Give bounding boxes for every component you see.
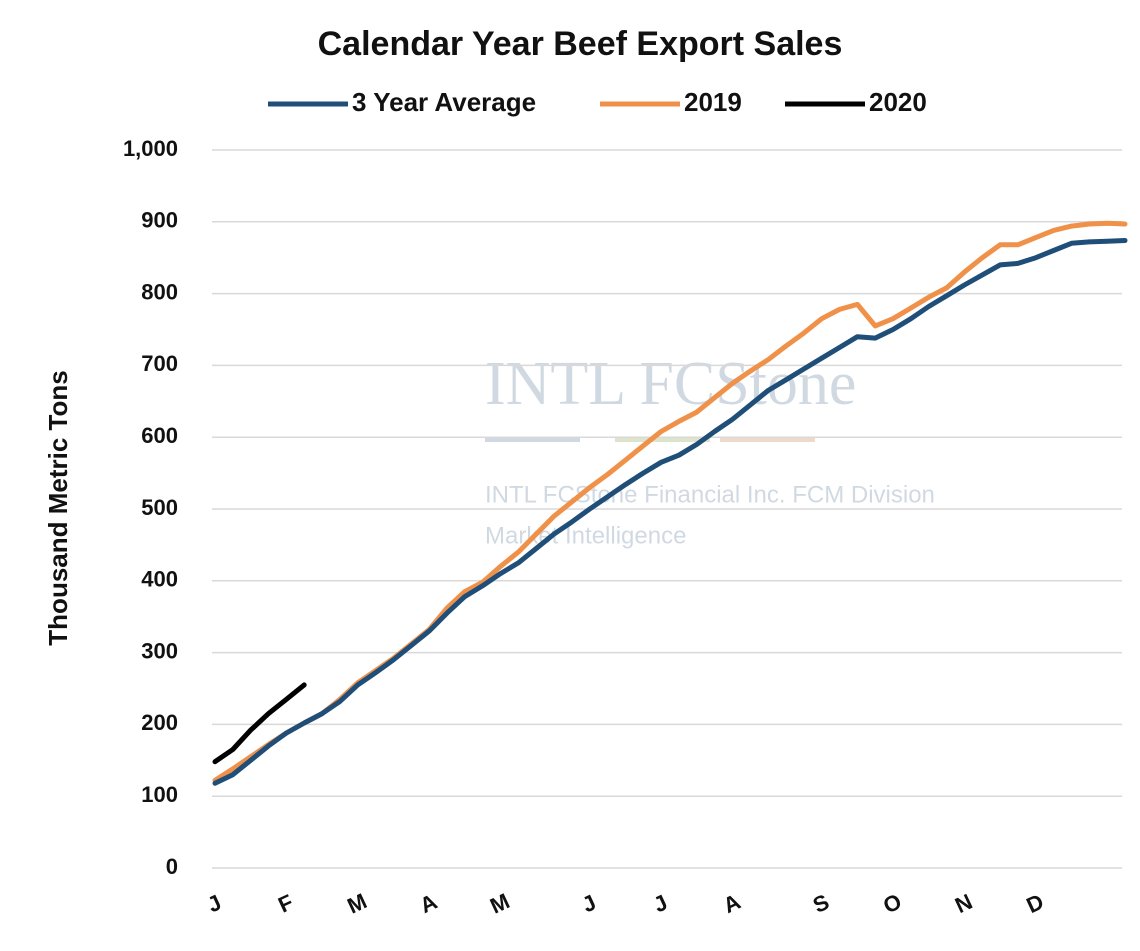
y-tick-label: 900 (141, 208, 178, 233)
x-tick-label: F (274, 889, 297, 917)
watermark-text: Market Intelligence (485, 522, 686, 549)
x-tick-label: M (486, 888, 513, 918)
legend-label: 2019 (684, 87, 742, 117)
y-tick-label: 0 (166, 854, 178, 879)
watermark-text: INTL FCStone Financial Inc. FCM Division (485, 481, 935, 508)
y-tick-label: 200 (141, 710, 178, 735)
x-tick-label: S (809, 889, 833, 918)
y-tick-label: 800 (141, 279, 178, 304)
y-axis-label: Thousand Metric Tons (43, 370, 73, 645)
chart-title: Calendar Year Beef Export Sales (318, 25, 843, 63)
y-tick-label: 400 (141, 567, 178, 592)
watermark-bar (720, 438, 815, 442)
x-tick-label: D (1023, 889, 1048, 918)
watermark-bar (485, 438, 580, 442)
y-tick-label: 300 (141, 638, 178, 663)
series-line (212, 682, 307, 765)
y-tick-label: 1,000 (123, 136, 178, 161)
x-tick-label: M (343, 888, 370, 918)
x-tick-label: J (203, 890, 225, 918)
x-tick-label: A (416, 889, 441, 918)
legend-label: 3 Year Average (352, 87, 536, 117)
watermark: INTL FCStone INTL FCStone Financial Inc.… (485, 350, 935, 549)
x-tick-label: J (578, 890, 600, 918)
legend-label: 2020 (869, 87, 927, 117)
watermark-logo: INTL FCStone (485, 350, 856, 418)
y-tick-label: 100 (141, 782, 178, 807)
watermark-bar (615, 438, 710, 442)
y-tick-label: 500 (141, 495, 178, 520)
x-tick-label: A (719, 889, 744, 918)
x-tick-label: J (650, 890, 672, 918)
x-tick-label: N (951, 889, 976, 918)
x-tick-label: O (879, 889, 905, 919)
y-tick-label: 700 (141, 351, 178, 376)
y-tick-label: 600 (141, 423, 178, 448)
series-line (212, 238, 1128, 786)
